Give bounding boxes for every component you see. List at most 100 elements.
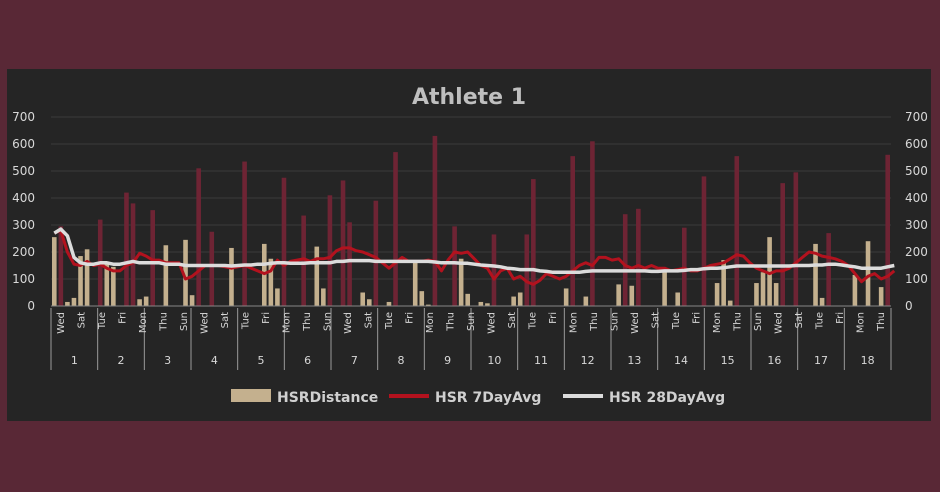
bar — [491, 234, 497, 306]
bar — [629, 285, 635, 306]
day-label: Sat — [650, 312, 661, 328]
y-tick-right: 0 — [905, 299, 913, 313]
bar — [590, 141, 595, 306]
bar — [701, 176, 707, 306]
bar — [78, 256, 83, 306]
bar — [616, 284, 621, 306]
legend-item-hsr-7day[interactable]: HSR 7DayAvg — [389, 390, 541, 406]
day-label: Wed — [773, 312, 784, 334]
day-label: Tue — [97, 312, 108, 330]
week-label: 4 — [211, 354, 218, 367]
y-tick-right: 500 — [905, 164, 928, 178]
bar — [183, 239, 188, 306]
bar — [111, 266, 116, 306]
day-label: Mon — [282, 312, 293, 333]
bar — [150, 210, 156, 306]
bar — [275, 288, 280, 306]
bar — [242, 161, 247, 306]
y-tick-right: 100 — [905, 272, 928, 286]
day-label: Fri — [691, 312, 702, 324]
y-tick-left: 400 — [12, 191, 35, 205]
bar — [327, 195, 333, 306]
day-label: Sun — [323, 312, 334, 331]
week-label: 5 — [258, 354, 265, 367]
week-label: 8 — [398, 354, 405, 367]
bar — [885, 154, 891, 306]
y-axis-left: 0 100 200 300 400 500 600 700 — [12, 110, 35, 313]
day-label: Sat — [77, 312, 88, 328]
day-label: Sun — [466, 312, 477, 331]
day-label: Wed — [343, 312, 354, 334]
bar — [360, 292, 366, 306]
day-label: Fri — [261, 312, 272, 324]
legend-item-hsr-28day[interactable]: HSR 28DayAvg — [563, 390, 725, 406]
week-label: 11 — [534, 354, 548, 367]
bar — [865, 241, 871, 306]
bar — [209, 231, 215, 306]
week-label: 6 — [304, 354, 311, 367]
bar — [458, 258, 464, 306]
bar — [531, 179, 536, 306]
y-tick-left: 300 — [12, 218, 35, 232]
y-tick-left: 200 — [12, 245, 35, 259]
bar — [419, 291, 425, 306]
day-label: Sun — [753, 312, 764, 331]
bar — [721, 260, 726, 306]
y-tick-right: 300 — [905, 218, 928, 232]
bar — [780, 183, 786, 306]
bar — [878, 287, 884, 306]
y-tick-right: 200 — [905, 245, 928, 259]
bar — [84, 249, 90, 306]
bar — [189, 295, 195, 306]
week-label: 17 — [814, 354, 828, 367]
day-label: Mon — [568, 312, 579, 333]
day-label: Thu — [732, 312, 743, 332]
bar — [714, 283, 720, 306]
legend-swatch-bar — [231, 389, 271, 402]
day-label: Sat — [220, 312, 231, 328]
y-tick-left: 100 — [12, 272, 35, 286]
bar-series-hsr-distance — [51, 135, 891, 306]
y-tick-left: 700 — [12, 110, 35, 124]
y-tick-left: 500 — [12, 164, 35, 178]
chart-svg: 0 100 200 300 400 500 600 700 0 100 200 300 400 500 6… — [12, 85, 928, 406]
y-tick-right: 600 — [905, 137, 928, 151]
week-label: 15 — [721, 354, 735, 367]
legend-item-hsr-distance[interactable]: HSRDistance — [231, 389, 378, 406]
week-label: 16 — [767, 354, 781, 367]
day-label: Tue — [241, 312, 252, 330]
week-label: 18 — [861, 354, 875, 367]
bar — [130, 203, 136, 306]
bar — [426, 304, 431, 306]
bar — [281, 177, 287, 306]
bar — [196, 168, 201, 306]
day-label: Wed — [56, 312, 67, 334]
bar — [819, 297, 825, 306]
bar — [754, 283, 759, 306]
day-label: Fri — [405, 312, 416, 324]
bar — [268, 258, 274, 306]
bar — [465, 293, 471, 306]
day-label: Wed — [200, 312, 211, 334]
bar — [393, 152, 398, 306]
bar — [734, 156, 740, 306]
bar — [583, 296, 589, 306]
bar — [432, 135, 438, 306]
day-label: Tue — [384, 312, 395, 330]
week-label: 7 — [351, 354, 358, 367]
week-label: 10 — [487, 354, 501, 367]
week-label: 3 — [164, 354, 171, 367]
bar — [301, 215, 306, 306]
day-label: Thu — [302, 312, 313, 332]
y-axis-right: 0 100 200 300 400 500 600 700 — [905, 110, 928, 313]
day-label: Fri — [548, 312, 559, 324]
bar — [143, 296, 149, 306]
bar — [163, 245, 169, 306]
week-label: 1 — [71, 354, 78, 367]
day-label: Mon — [712, 312, 723, 333]
bar — [826, 233, 831, 306]
legend: HSRDistance HSR 7DayAvg HSR 28DayAvg — [231, 389, 725, 406]
bar — [314, 246, 320, 306]
chart-panel: 0 100 200 300 400 500 600 700 0 100 200 300 400 500 6… — [7, 69, 931, 421]
